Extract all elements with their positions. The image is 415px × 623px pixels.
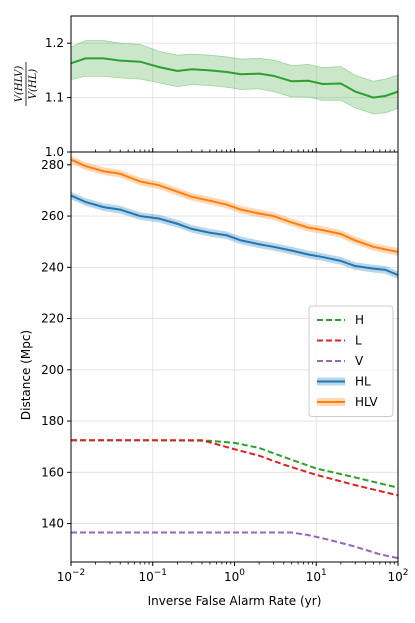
series-hl-line [70,194,399,276]
y-axis-label: Distance (Mpc) [19,330,33,420]
top-y-ticks: 1.0 1.1 1.2 [45,36,399,159]
legend-frame [308,305,394,417]
x-tick-label: 10−2 [57,568,86,584]
y-tick-label: 180 [41,414,64,428]
top-y-tick-label: 1.0 [45,145,64,159]
y-tick-label: 260 [41,209,64,223]
top-panel: 1.0 1.1 1.2 V(HLV) V(HL) [14,15,399,159]
series-hlv-band [71,155,398,256]
y-tick-label: 140 [41,517,64,531]
bottom-x-ticks: 10−2 10−1 100 101 102 [57,562,409,584]
legend-l-label: L [355,334,362,348]
bottom-band-layer [71,155,398,279]
y-tick-label: 200 [41,363,64,377]
y-tick-label: 220 [41,312,64,326]
series-hl-band [71,191,398,279]
series-hlv-line [70,158,399,253]
y-tick-label: 160 [41,465,64,479]
y-tick-label: 240 [41,260,64,274]
top-ylabel-numerator: V(HLV) [14,66,25,103]
ratio-line [70,57,399,99]
legend-hl-label: HL [355,375,371,389]
x-tick-label: 10−1 [138,568,167,584]
y-tick-label: 280 [41,158,64,172]
legend-h-label: H [355,313,364,327]
top-y-tick-label: 1.2 [45,36,64,50]
series-v-line [71,531,399,560]
bottom-y-ticks: 140 160 180 200 220 240 260 280 [41,158,71,531]
top-y-tick-label: 1.1 [45,91,64,105]
series-l-line [71,439,399,497]
x-tick-label: 101 [306,568,327,584]
x-tick-label: 102 [387,568,408,584]
legend-v-label: V [355,354,364,368]
x-axis-label: Inverse False Alarm Rate (yr) [148,594,322,608]
top-ylabel-denominator: V(HL) [28,69,39,99]
top-line-layer [70,57,399,99]
x-tick-label: 100 [224,568,245,584]
legend-hlv-label: HLV [355,395,378,409]
bottom-line-layer [70,158,399,560]
